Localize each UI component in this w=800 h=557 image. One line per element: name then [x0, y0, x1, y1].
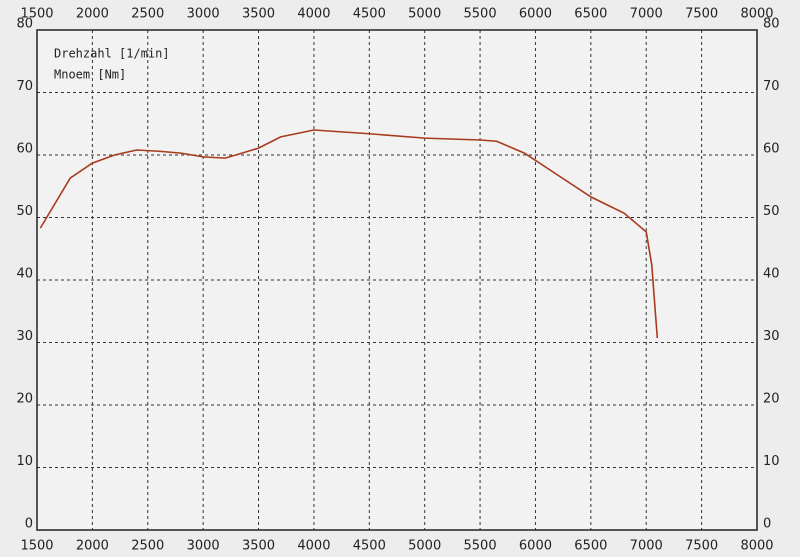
x-tick-label: 5000: [408, 539, 441, 554]
y-tick-label: 50: [16, 204, 33, 219]
y-tick-label-right: 80: [763, 17, 780, 32]
x-tick-label: 1500: [20, 539, 53, 554]
y-tick-label-right: 60: [763, 142, 780, 157]
x-tick-label-top: 4000: [297, 7, 330, 22]
x-tick-label-top: 1500: [20, 7, 53, 22]
x-tick-label-top: 5000: [408, 7, 441, 22]
y-tick-label: 80: [16, 17, 33, 32]
y-tick-label-right: 10: [763, 454, 780, 469]
x-tick-label: 2000: [76, 539, 109, 554]
y-tick-label-right: 40: [763, 267, 780, 282]
x-tick-label: 6000: [519, 539, 552, 554]
x-tick-label: 3500: [242, 539, 275, 554]
x-tick-label-top: 6500: [574, 7, 607, 22]
x-tick-label-top: 8000: [740, 7, 773, 22]
x-tick-label: 2500: [131, 539, 164, 554]
x-tick-label: 6500: [574, 539, 607, 554]
x-tick-label-top: 2000: [76, 7, 109, 22]
x-tick-label: 4000: [297, 539, 330, 554]
x-tick-label-top: 6000: [519, 7, 552, 22]
x-axis-label: Drehzahl [1/min]: [54, 47, 170, 61]
x-tick-label-top: 7500: [685, 7, 718, 22]
x-tick-label-top: 3500: [242, 7, 275, 22]
y-tick-label-right: 70: [763, 79, 780, 94]
y-tick-label-right: 50: [763, 204, 780, 219]
y-tick-label: 70: [16, 79, 33, 94]
y-tick-label-right: 0: [763, 517, 771, 532]
x-tick-label: 3000: [187, 539, 220, 554]
y-tick-label: 40: [16, 267, 33, 282]
x-tick-label-top: 2500: [131, 7, 164, 22]
y-tick-label: 20: [16, 392, 33, 407]
plot-frame: [36, 29, 758, 531]
y-tick-label: 60: [16, 142, 33, 157]
x-tick-label: 5500: [464, 539, 497, 554]
legend-entry: Mnoem [Nm]: [54, 68, 126, 82]
y-tick-label-right: 30: [763, 329, 780, 344]
y-tick-label-right: 20: [763, 392, 780, 407]
y-tick-label: 30: [16, 329, 33, 344]
y-tick-label: 0: [25, 517, 33, 532]
torque-line: [39, 129, 659, 339]
x-tick-label-top: 5500: [464, 7, 497, 22]
x-tick-label: 8000: [740, 539, 773, 554]
x-tick-label-top: 4500: [353, 7, 386, 22]
x-tick-label: 7500: [685, 539, 718, 554]
y-tick-label: 10: [16, 454, 33, 469]
x-tick-label: 4500: [353, 539, 386, 554]
x-tick-label-top: 7000: [630, 7, 663, 22]
x-tick-label-top: 3000: [187, 7, 220, 22]
x-tick-label: 7000: [630, 539, 663, 554]
